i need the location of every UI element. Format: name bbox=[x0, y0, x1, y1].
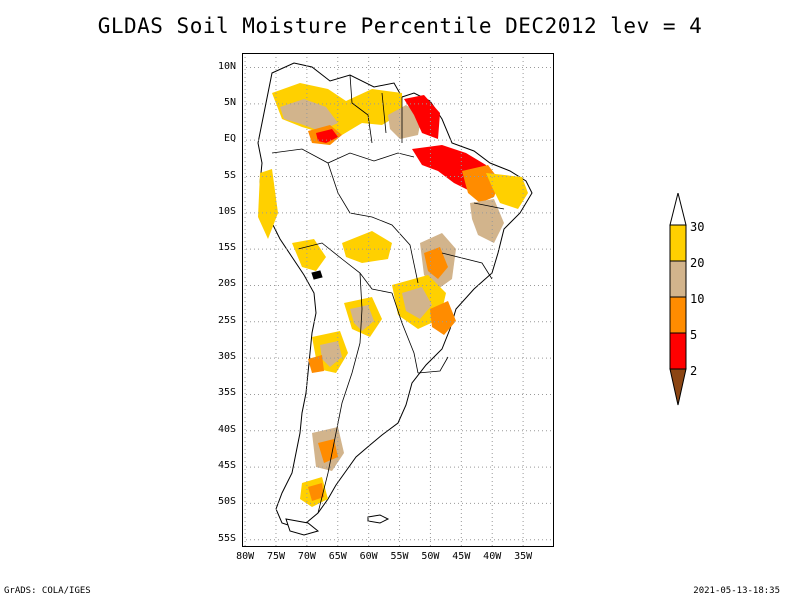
percentile-patches bbox=[258, 83, 528, 507]
patch-orange-south bbox=[308, 483, 324, 501]
lake-outline bbox=[311, 270, 323, 280]
patch-orange-southeast bbox=[430, 301, 456, 335]
border-line bbox=[441, 252, 493, 280]
map-canvas bbox=[242, 53, 554, 547]
patch-tan-southeast bbox=[402, 287, 432, 319]
patch-red-guiana bbox=[404, 95, 440, 139]
lat-tick-label: 5S bbox=[223, 169, 236, 181]
lat-tick-label: 5N bbox=[223, 96, 236, 108]
lon-tick-label: 40W bbox=[483, 551, 502, 562]
lon-tick-label: 80W bbox=[236, 551, 255, 562]
credit-text: GrADS: COLA/IGES bbox=[4, 586, 91, 596]
colorbar-svg bbox=[669, 192, 687, 406]
lat-tick-label: EQ bbox=[223, 133, 236, 145]
lon-tick-label: 35W bbox=[514, 551, 533, 562]
border-line bbox=[317, 272, 363, 514]
border-line bbox=[473, 202, 505, 210]
patch-yellow-westcoast bbox=[258, 169, 278, 239]
lat-tick-label: 10S bbox=[217, 205, 236, 217]
colorbar-label-10: 10 bbox=[690, 292, 705, 306]
lat-tick-label: 40S bbox=[217, 423, 236, 435]
lat-tick-label: 45S bbox=[217, 460, 236, 472]
lon-tick-label: 50W bbox=[421, 551, 440, 562]
colorbar-segment-tan bbox=[669, 260, 687, 298]
patch-orange-central bbox=[424, 247, 448, 279]
patch-orange-patagonia bbox=[318, 439, 338, 463]
colorbar-segment-orange bbox=[669, 296, 687, 334]
colorbar-label-30: 30 bbox=[690, 220, 705, 234]
border-line bbox=[297, 242, 393, 294]
lon-tick-label: 60W bbox=[359, 551, 378, 562]
tierra-del-fuego-outline bbox=[285, 518, 320, 536]
lon-tick-label: 65W bbox=[328, 551, 347, 562]
border-line bbox=[271, 148, 415, 164]
lat-tick-label: 20S bbox=[217, 278, 236, 290]
patch-red-colombia bbox=[316, 129, 338, 143]
patch-orange-argentina bbox=[308, 355, 324, 373]
colorbar-bottom-arrow bbox=[669, 368, 687, 406]
colorbar-top-arrow bbox=[669, 192, 687, 226]
lon-tick-label: 45W bbox=[452, 551, 471, 562]
colorbar-label-20: 20 bbox=[690, 256, 705, 270]
lat-tick-label: 35S bbox=[217, 387, 236, 399]
lat-tick-label: 10N bbox=[217, 60, 236, 72]
patch-tan-paraguay bbox=[350, 305, 374, 331]
map-title: GLDAS Soil Moisture Percentile DEC2012 l… bbox=[97, 14, 703, 38]
map-panel: 10N 5N EQ 5S 10S 15S 20S 25S 30S 35S 40S 45S 50S 55S … bbox=[218, 53, 554, 562]
lon-tick-label: 70W bbox=[297, 551, 316, 562]
patch-yellow-central bbox=[342, 231, 392, 263]
patch-tan-argentina bbox=[320, 341, 342, 367]
lon-tick-label: 75W bbox=[266, 551, 285, 562]
falklands-outline bbox=[367, 514, 390, 524]
lat-tick-label: 50S bbox=[217, 496, 236, 508]
lat-tick-label: 15S bbox=[217, 242, 236, 254]
colorbar-label-5: 5 bbox=[690, 328, 698, 342]
patch-tan-east bbox=[470, 199, 504, 243]
patch-tan-north bbox=[280, 99, 338, 131]
colorbar-segment-yellow bbox=[669, 224, 687, 262]
border-line bbox=[381, 92, 387, 134]
grid-lines bbox=[242, 53, 554, 547]
lat-tick-label: 55S bbox=[217, 532, 236, 544]
map-border bbox=[242, 53, 554, 547]
lon-tick-label: 55W bbox=[390, 551, 409, 562]
border-line bbox=[391, 292, 419, 374]
border-line bbox=[349, 74, 373, 144]
border-line bbox=[417, 356, 449, 374]
timestamp-text: 2021-05-13-18:35 bbox=[693, 586, 780, 596]
lat-tick-label: 25S bbox=[217, 314, 236, 326]
lat-tick-label: 30S bbox=[217, 351, 236, 363]
patch-yellow-west bbox=[292, 239, 326, 271]
colorbar-segment-red bbox=[669, 332, 687, 370]
patch-yellow-northeast bbox=[486, 173, 528, 209]
colorbar-label-2: 2 bbox=[690, 364, 698, 378]
country-borders bbox=[271, 74, 505, 514]
colorbar-legend: 30 20 10 5 2 bbox=[668, 192, 704, 413]
